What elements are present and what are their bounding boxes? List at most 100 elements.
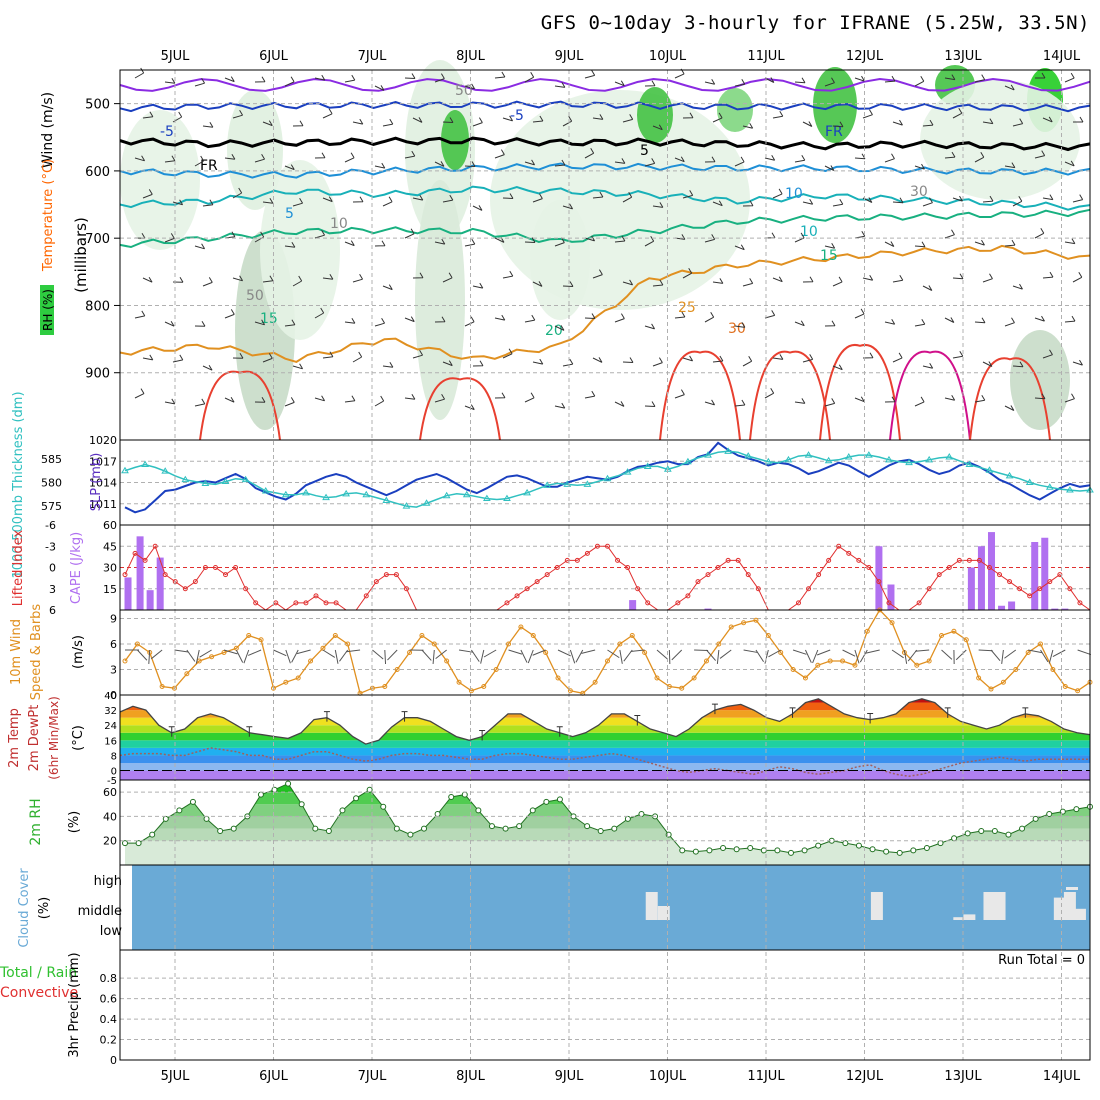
wind-barb <box>532 281 543 287</box>
rh-marker <box>842 840 849 847</box>
wind-barb <box>1034 315 1045 322</box>
wind-barb <box>434 161 445 167</box>
ylabel-rh2m: 2m RH <box>28 798 44 845</box>
wind-barb <box>344 74 356 83</box>
rh-marker <box>366 786 373 793</box>
wind-barb <box>592 357 603 363</box>
thickness-marker <box>704 451 712 458</box>
wind-barb <box>622 191 633 203</box>
wind-barb <box>884 153 895 163</box>
wind-barb-10m <box>656 649 668 660</box>
wind-barb <box>892 352 903 363</box>
wind-speed-marker <box>716 641 722 647</box>
isotherm-label: FR <box>200 158 218 174</box>
rh-marker <box>883 848 890 855</box>
cloud-block <box>1063 892 1076 920</box>
wind-barb <box>802 276 814 283</box>
li-marker <box>594 543 600 549</box>
slp-line <box>124 441 1091 514</box>
cape-bar <box>1051 608 1059 610</box>
wind-barb-10m <box>334 649 339 664</box>
wind-barb <box>832 364 843 371</box>
wind-barb <box>404 73 416 79</box>
temp-minmax-marker <box>556 726 563 737</box>
wind-barb-10m <box>865 649 880 654</box>
wind-barb <box>532 358 544 365</box>
wind-barb <box>1012 361 1024 368</box>
li-marker <box>574 557 580 563</box>
rh-marker <box>937 840 944 847</box>
wind-barb <box>1004 239 1016 247</box>
isotherm-cold <box>119 78 1091 92</box>
rh-marker <box>896 849 903 856</box>
wind-barb <box>382 361 394 368</box>
wind-barb <box>292 120 304 127</box>
wind-speed-marker <box>468 688 474 694</box>
li-marker <box>836 543 842 549</box>
wind-speed-marker <box>605 658 610 664</box>
wind-barb-10m <box>248 649 262 656</box>
li-marker <box>986 565 992 570</box>
thickness-marker <box>362 490 371 498</box>
rh-marker <box>923 845 930 851</box>
ylabel-dewpt: 2m DewPt <box>27 705 42 772</box>
wind-barb <box>404 228 415 239</box>
li-marker <box>886 600 892 606</box>
rh-tick: 20 <box>103 835 117 848</box>
precip-tick: 0 <box>110 1054 117 1067</box>
cloud-block <box>983 892 996 920</box>
wind-barb-10m <box>346 649 361 653</box>
wind-barb-10m <box>174 649 189 653</box>
wind-speed-marker <box>1062 684 1068 689</box>
cape-bar <box>1041 537 1049 610</box>
wind-barb <box>1004 84 1015 91</box>
wind-barb <box>952 195 963 202</box>
li-marker <box>725 557 731 563</box>
isotherm-label: 5 <box>640 143 649 159</box>
cape-bar <box>629 600 637 610</box>
wind-tick: 0 <box>110 689 117 702</box>
thickness-marker <box>864 451 873 458</box>
wind-speed-marker <box>951 628 957 634</box>
wind-speed-marker <box>506 641 512 647</box>
wind-barb <box>892 275 904 283</box>
wind-barb-10m <box>907 649 918 662</box>
isotherm-15 <box>119 208 1091 249</box>
wind-barb <box>584 147 595 159</box>
isotherm-label: 10 <box>785 186 803 202</box>
wind-speed-marker <box>493 667 499 672</box>
wind-barb <box>374 162 386 169</box>
wind-barb <box>502 348 513 359</box>
wind-barb <box>494 71 506 79</box>
temp-minmax-marker <box>944 707 951 718</box>
wind-barb <box>494 149 505 159</box>
wind-barb <box>172 111 183 123</box>
wind-barb <box>202 364 213 371</box>
cape-bar <box>124 577 132 610</box>
wind-barb <box>712 112 723 123</box>
wind-barb <box>382 196 393 207</box>
li-marker <box>816 572 822 578</box>
wind-barb <box>892 119 903 126</box>
precip-panel <box>119 949 1091 1061</box>
temp-band <box>120 732 1090 741</box>
wind-barb-10m <box>421 649 432 661</box>
wind-tick: 3 <box>110 664 117 677</box>
li-marker <box>695 579 701 585</box>
wind-barb <box>352 118 364 125</box>
wind-barb <box>434 73 445 83</box>
date-label-top: 12JUL <box>846 49 884 64</box>
thickness-marker <box>402 502 411 509</box>
rh-shade <box>415 180 465 420</box>
wind-barb-10m <box>470 649 480 662</box>
temp-2m-line <box>119 698 1091 745</box>
wind-barb <box>824 242 836 249</box>
isotherm-label: 50 <box>246 288 264 304</box>
wind-barb-10m <box>1028 649 1042 654</box>
wind-barb-10m <box>755 649 765 663</box>
wind-barb <box>854 308 865 319</box>
li-marker <box>584 550 590 556</box>
wind-barb-10m <box>575 649 584 663</box>
wind-barb <box>704 78 716 85</box>
wind-barb <box>944 394 956 401</box>
